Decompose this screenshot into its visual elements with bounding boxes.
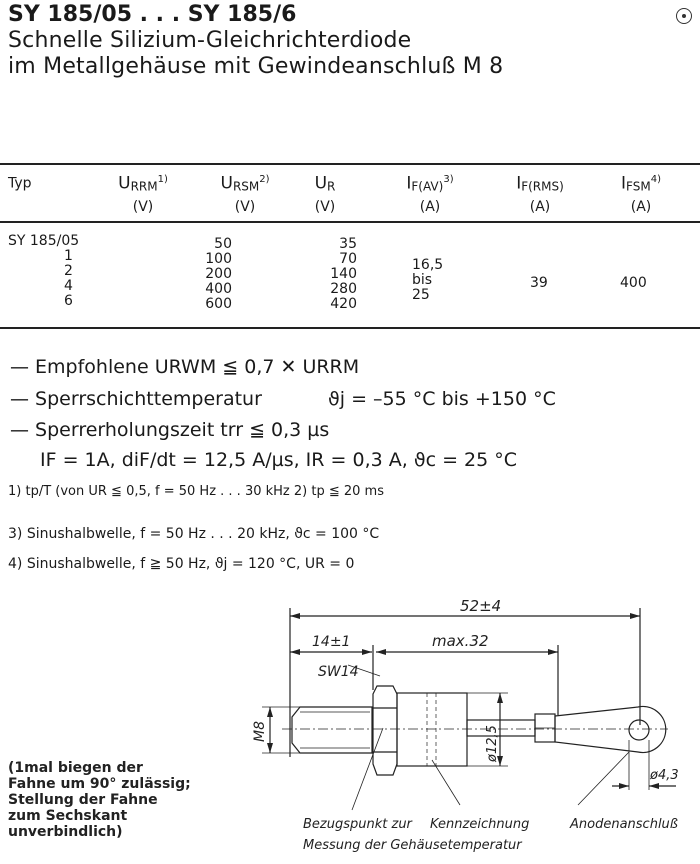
symbol: I	[406, 173, 412, 194]
spec-junction-temp: — Sperrschichttemperatur	[10, 388, 262, 410]
column-unit: (V)	[132, 198, 154, 215]
urrm-cell: 400	[205, 281, 232, 297]
footnote-3: 3) Sinushalbwelle, f = 50 Hz . . . 20 kH…	[8, 526, 380, 542]
if-av-cell: 16,5	[412, 257, 444, 273]
subscript: R	[327, 179, 336, 194]
if-rms-cell: 39	[530, 275, 548, 291]
urrm-cell: 200	[205, 266, 232, 282]
column-unit: (A)	[419, 198, 441, 215]
type-cell: 1	[64, 248, 73, 264]
column-header-symbol: IF(AV)3)	[385, 170, 475, 197]
hex-nut	[372, 685, 398, 776]
footnote-4: 4) Sinushalbwelle, f ≧ 50 Hz, ϑj = 120 °…	[8, 556, 355, 572]
ur-cell: 420	[330, 296, 357, 312]
column-unit: (V)	[234, 198, 256, 215]
subscript: FSM	[626, 179, 651, 194]
footnote-1-2: 1) tp/T (von UR ≦ 0,5, f = 50 Hz . . . 3…	[8, 484, 384, 499]
ur-cell: 70	[339, 251, 357, 267]
subtitle-line-2: im Metallgehäuse mit Gewindeanschluß M 8	[8, 54, 504, 79]
column-header-symbol: UR	[305, 170, 345, 197]
subtitle-line-1: Schnelle Silizium-Gleichrichterdiode	[8, 28, 412, 53]
thread-stud	[291, 706, 373, 754]
thread-label: M8	[252, 721, 268, 742]
table-top-rule	[0, 163, 700, 165]
dim-thread-label: 14±1	[312, 634, 350, 650]
column-header: IFSM4) (A)	[606, 170, 676, 217]
if-av-cell: bis	[412, 272, 433, 288]
hole-dia-label: ø4,3	[649, 768, 679, 783]
ref-point-label-1: Bezugspunkt zur	[303, 817, 414, 832]
symbol: I	[516, 173, 522, 194]
diode-body	[396, 692, 468, 767]
column-header: UR (V)	[305, 170, 345, 217]
lead-wire	[466, 719, 536, 737]
urrm-column: 50 100 200 400 600	[190, 237, 232, 312]
footnote-ref: 2)	[259, 174, 270, 185]
spec-recommended-urwm: — Empfohlene URWM ≦ 0,7 ✕ URRM	[10, 356, 360, 378]
dim-body-label: max.32	[432, 632, 489, 650]
urrm-cell: 50	[214, 236, 232, 252]
symbol: Typ	[8, 175, 32, 192]
column-unit: (A)	[630, 198, 652, 215]
type-cell: 2	[64, 263, 73, 279]
type-column: SY 185/05 1 2 4 6	[8, 234, 79, 309]
type-cell: 6	[64, 293, 73, 309]
urrm-cell: 600	[205, 296, 232, 312]
ref-point-label-2: Messung der Gehäusetemperatur	[303, 838, 523, 853]
column-header-symbol: IFSM4)	[606, 170, 676, 197]
table-header-rule	[0, 221, 700, 223]
column-header-symbol: URRM1)	[108, 170, 178, 197]
footnote-ref: 4)	[650, 174, 661, 185]
dim-total-label: 52±4	[460, 597, 501, 615]
punch-hole-icon	[676, 8, 692, 24]
column-header-symbol: Typ	[8, 170, 68, 196]
column-header-symbol: IF(RMS)	[500, 170, 580, 197]
column-header: IF(RMS) (A)	[500, 170, 580, 217]
spec-recovery-time: — Sperrerholungszeit trr ≦ 0,3 µs	[10, 419, 330, 441]
ur-cell: 280	[330, 281, 357, 297]
column-unit: (A)	[529, 198, 551, 215]
if-av-cell: 25	[412, 287, 430, 303]
ur-cell: 35	[339, 236, 357, 252]
column-header: Typ	[8, 170, 68, 196]
ur-column: 35 70 140 280 420	[315, 237, 357, 312]
footnote-ref: 1)	[157, 174, 168, 185]
if-av-column: 16,5 bis 25	[412, 258, 443, 303]
anode-label: Anodenanschluß	[569, 817, 678, 832]
wrench-size-label: SW14	[318, 664, 359, 680]
spec-recovery-conditions: IF = 1A, diF/dt = 12,5 A/µs, IR = 0,3 A,…	[40, 449, 518, 471]
solder-lug	[554, 705, 667, 754]
subscript: F(AV)	[411, 179, 444, 194]
symbol: U	[220, 173, 233, 194]
spec-junction-temp-value: ϑj = –55 °C bis +150 °C	[328, 388, 556, 410]
column-header: IF(AV)3) (A)	[385, 170, 475, 217]
column-header: URSM2) (V)	[210, 170, 280, 217]
table-bottom-rule	[0, 327, 700, 329]
type-cell: 4	[64, 278, 73, 294]
ur-cell: 140	[330, 266, 357, 282]
body-dia-label: ø12,5	[485, 725, 500, 763]
subscript: RSM	[232, 179, 260, 194]
symbol: I	[621, 173, 627, 194]
column-header-symbol: URSM2)	[210, 170, 280, 197]
column-header: URRM1) (V)	[108, 170, 178, 217]
column-unit: (V)	[314, 198, 336, 215]
ifsm-cell: 400	[620, 275, 647, 291]
subscript: F(RMS)	[521, 179, 564, 194]
symbol: U	[314, 173, 328, 194]
footnote-ref: 3)	[443, 174, 454, 185]
type-cell: SY 185/05	[8, 233, 80, 249]
lug-hole	[628, 719, 650, 741]
bending-note: (1mal biegen der Fahne um 90° zulässig; …	[8, 760, 191, 840]
symbol: U	[118, 173, 131, 194]
subscript: RRM	[130, 179, 158, 194]
marking-label: Kennzeichnung	[430, 817, 529, 832]
page-title: SY 185/05 . . . SY 185/6	[8, 2, 297, 27]
urrm-cell: 100	[205, 251, 232, 267]
